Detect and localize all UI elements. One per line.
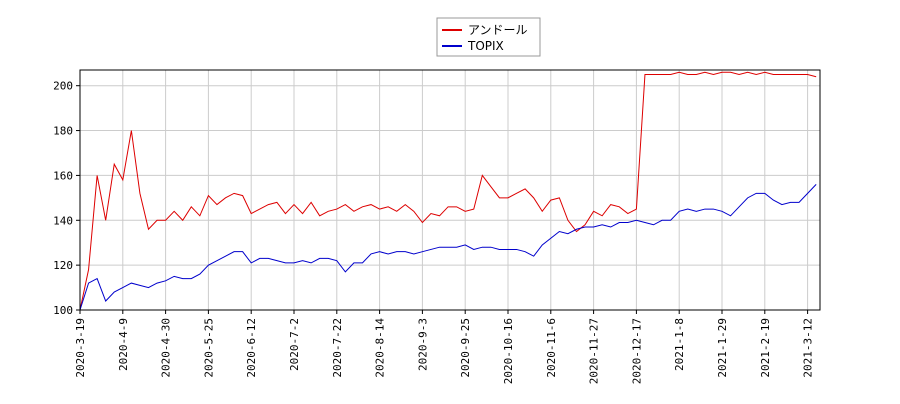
x-tick-label: 2020-9-3 <box>416 318 429 371</box>
x-tick-label: 2020-4-9 <box>117 318 130 371</box>
legend-label: アンドール <box>468 23 528 37</box>
x-tick-label: 2021-2-19 <box>759 318 772 378</box>
x-tick-label: 2020-9-25 <box>459 318 472 378</box>
y-tick-label: 160 <box>53 169 73 182</box>
x-tick-label: 2021-3-12 <box>802 318 815 378</box>
x-tick-label: 2020-11-6 <box>545 318 558 378</box>
x-tick-label: 2020-11-27 <box>588 318 601 384</box>
x-tick-label: 2020-12-17 <box>630 318 643 384</box>
y-tick-label: 100 <box>53 304 73 317</box>
x-tick-label: 2021-1-29 <box>716 318 729 378</box>
y-tick-label: 200 <box>53 80 73 93</box>
x-tick-label: 2020-4-30 <box>160 318 173 378</box>
x-tick-label: 2020-5-25 <box>202 318 215 378</box>
x-tick-label: 2020-6-12 <box>245 318 258 378</box>
x-tick-label: 2020-10-16 <box>502 318 515 384</box>
legend-box <box>436 17 541 57</box>
y-tick-label: 140 <box>53 214 73 227</box>
x-tick-label: 2021-1-8 <box>673 318 686 371</box>
plot-frame <box>79 69 821 311</box>
y-tick-label: 120 <box>53 259 73 272</box>
x-tick-label: 2020-7-2 <box>288 318 301 371</box>
legend-label: TOPIX <box>467 39 504 53</box>
series-line <box>79 71 817 311</box>
y-tick-label: 180 <box>53 125 73 138</box>
x-tick-label: 2020-3-19 <box>74 318 87 378</box>
x-tick-label: 2020-7-22 <box>331 318 344 378</box>
series-line <box>79 184 817 311</box>
x-tick-label: 2020-8-14 <box>374 318 387 378</box>
